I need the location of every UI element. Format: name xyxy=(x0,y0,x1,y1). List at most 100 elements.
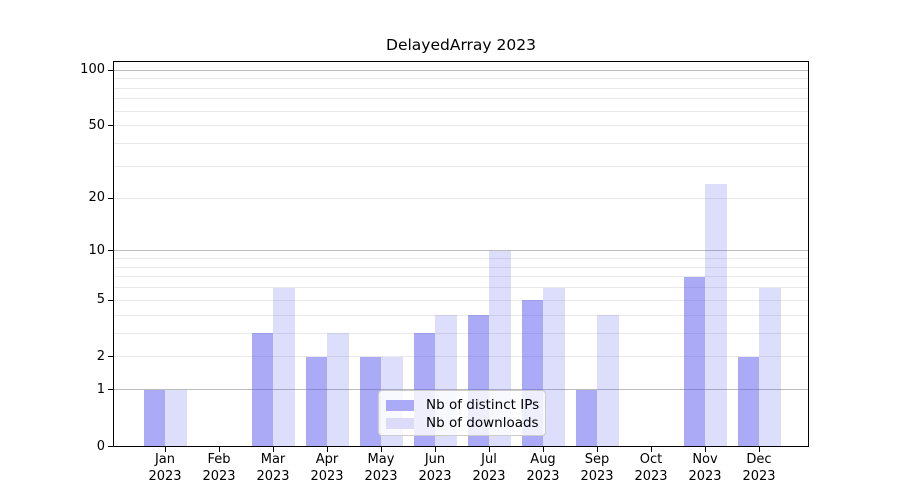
x-axis-tick xyxy=(272,447,274,452)
x-tick-year: 2023 xyxy=(418,468,452,484)
x-axis-tick xyxy=(434,447,436,452)
x-tick-month: Jan xyxy=(154,452,176,467)
minor-gridline xyxy=(114,125,808,127)
minor-gridline xyxy=(114,299,808,301)
x-axis-tick xyxy=(218,447,220,452)
x-tick-year: 2023 xyxy=(526,468,560,484)
y-tick-label: 0 xyxy=(96,438,105,454)
bar-distinct-ips-jan xyxy=(143,389,165,446)
major-gridline xyxy=(114,250,808,252)
y-tick-label: 5 xyxy=(96,292,105,308)
x-tick-year: 2023 xyxy=(310,468,344,484)
bar-distinct-ips-dec xyxy=(737,356,759,446)
legend-item-downloads: Nb of downloads xyxy=(386,414,539,432)
x-axis-tick xyxy=(596,447,598,452)
bar-distinct-ips-sep xyxy=(575,389,597,446)
x-tick-year: 2023 xyxy=(472,468,506,484)
y-axis-tick xyxy=(108,197,113,199)
minor-gridline xyxy=(114,78,808,79)
x-tick-label: Oct 2023 xyxy=(619,452,683,485)
minor-gridline xyxy=(114,276,808,278)
y-tick-label: 10 xyxy=(88,242,105,258)
y-axis-tick xyxy=(108,250,113,252)
x-tick-month: May xyxy=(367,452,395,467)
minor-gridline xyxy=(114,87,808,89)
x-tick-year: 2023 xyxy=(148,468,182,484)
y-tick-label: 20 xyxy=(88,190,105,206)
y-axis-tick xyxy=(108,389,113,391)
x-axis-tick xyxy=(542,447,544,452)
x-tick-year: 2023 xyxy=(580,468,614,484)
x-tick-label: Jul 2023 xyxy=(457,452,521,485)
y-tick-label: 100 xyxy=(80,62,105,77)
minor-gridline xyxy=(114,266,808,268)
bar-downloads-sep xyxy=(597,315,619,446)
minor-gridline xyxy=(114,258,808,260)
y-tick-label: 50 xyxy=(88,117,105,133)
x-tick-year: 2023 xyxy=(742,468,776,484)
y-axis-tick xyxy=(108,446,113,447)
x-tick-month: Feb xyxy=(207,452,231,467)
bar-distinct-ips-may xyxy=(359,356,381,446)
x-axis-tick xyxy=(326,447,328,452)
x-tick-label: Apr 2023 xyxy=(295,452,359,485)
minor-gridline xyxy=(114,143,808,145)
legend-item-distinct-ips: Nb of distinct IPs xyxy=(386,396,540,414)
x-tick-month: Mar xyxy=(260,452,286,467)
x-tick-year: 2023 xyxy=(688,468,722,484)
minor-gridline xyxy=(114,165,808,167)
x-tick-month: Oct xyxy=(639,452,663,467)
x-tick-month: Aug xyxy=(530,452,556,467)
y-tick-label: 2 xyxy=(96,348,105,364)
x-tick-year: 2023 xyxy=(256,468,290,484)
x-axis-tick xyxy=(704,447,706,452)
y-tick-label: 1 xyxy=(96,381,105,397)
x-tick-month: Jul xyxy=(481,452,497,467)
major-gridline xyxy=(114,69,808,71)
x-tick-label: Aug 2023 xyxy=(511,452,575,485)
x-axis-tick xyxy=(758,447,760,452)
minor-gridline xyxy=(114,356,808,358)
x-tick-label: Sep 2023 xyxy=(565,452,629,485)
legend: Nb of distinct IPs Nb of downloads xyxy=(378,390,546,436)
x-tick-month: Apr xyxy=(315,452,339,467)
x-tick-label: Jun 2023 xyxy=(403,452,467,485)
x-tick-label: Nov 2023 xyxy=(673,452,737,485)
x-axis-tick xyxy=(380,447,382,452)
x-tick-month: Dec xyxy=(746,452,772,467)
x-tick-year: 2023 xyxy=(364,468,398,484)
y-axis-tick xyxy=(108,125,113,127)
y-axis-tick xyxy=(108,356,113,358)
x-tick-label: Dec 2023 xyxy=(727,452,791,485)
bar-downloads-apr xyxy=(327,333,349,446)
bar-distinct-ips-nov xyxy=(683,276,705,446)
x-tick-month: Jun xyxy=(424,452,446,467)
legend-label-downloads: Nb of downloads xyxy=(426,415,539,431)
bar-downloads-aug xyxy=(543,287,565,446)
x-tick-label: May 2023 xyxy=(349,452,413,485)
legend-label-distinct-ips: Nb of distinct IPs xyxy=(426,397,540,413)
minor-gridline xyxy=(114,98,808,100)
minor-gridline xyxy=(114,314,808,316)
plot-area xyxy=(113,61,809,447)
bar-downloads-mar xyxy=(273,287,295,446)
minor-gridline xyxy=(114,110,808,112)
legend-swatch-distinct-ips xyxy=(386,399,414,411)
x-tick-month: Sep xyxy=(584,452,610,467)
x-tick-label: Feb 2023 xyxy=(187,452,251,485)
bar-downloads-dec xyxy=(759,287,781,446)
x-axis-tick xyxy=(488,447,490,452)
minor-gridline xyxy=(114,197,808,199)
bar-distinct-ips-mar xyxy=(251,333,273,446)
chart-title: DelayedArray 2023 xyxy=(386,36,536,54)
y-axis-tick xyxy=(108,299,113,301)
y-axis-tick xyxy=(108,69,113,71)
bar-downloads-nov xyxy=(705,183,727,446)
major-gridline xyxy=(114,389,808,391)
bar-downloads-jan xyxy=(165,389,187,446)
x-tick-label: Mar 2023 xyxy=(241,452,305,485)
x-tick-label: Jan 2023 xyxy=(133,452,197,485)
legend-swatch-downloads xyxy=(386,417,414,429)
x-axis-tick xyxy=(650,447,652,452)
